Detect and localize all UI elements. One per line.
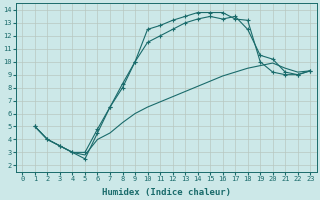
X-axis label: Humidex (Indice chaleur): Humidex (Indice chaleur) — [102, 188, 231, 197]
